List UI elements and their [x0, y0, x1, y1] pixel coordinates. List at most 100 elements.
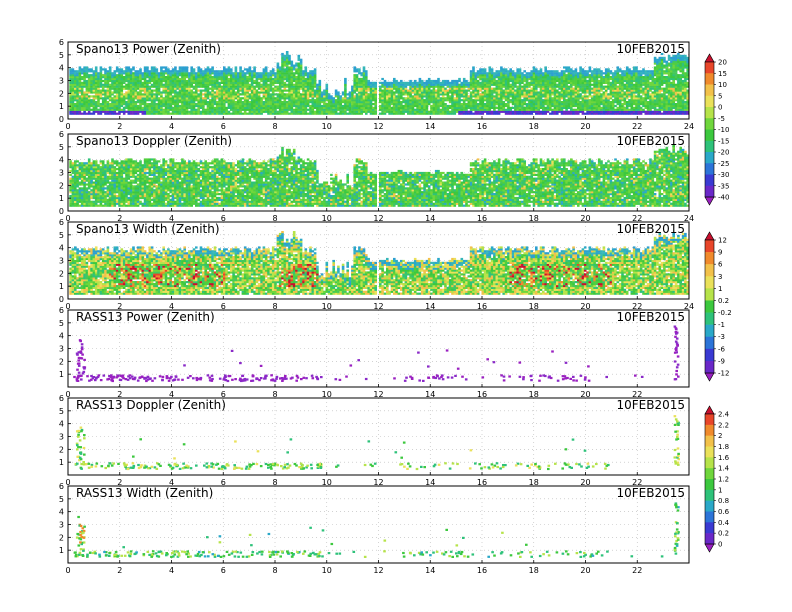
- heatmap-cell: [423, 95, 426, 98]
- heatmap-cell: [164, 97, 168, 100]
- heatmap-cell: [115, 79, 119, 83]
- heatmap-cell: [577, 77, 580, 81]
- heatmap-cell: [472, 89, 475, 92]
- heatmap-cell: [230, 103, 233, 106]
- heatmap-cell: [439, 99, 443, 102]
- heatmap-cell: [444, 106, 447, 109]
- heatmap-cell: [176, 106, 179, 109]
- heatmap-cell: [616, 72, 620, 75]
- heatmap-cell: [299, 62, 303, 65]
- heatmap-cell: [390, 81, 394, 84]
- heatmap-cell: [490, 89, 494, 92]
- heatmap-cell: [104, 89, 107, 92]
- heatmap-cell: [129, 110, 133, 113]
- heatmap-cell: [234, 95, 238, 98]
- heatmap-cell: [495, 85, 499, 88]
- heatmap-cell: [441, 97, 445, 100]
- heatmap-cell: [397, 108, 401, 111]
- heatmap-cell: [444, 103, 447, 106]
- heatmap-cell: [239, 85, 242, 88]
- heatmap-cell: [146, 110, 149, 113]
- heatmap-cell: [411, 108, 415, 111]
- heatmap-cell: [90, 104, 93, 108]
- heatmap-cell: [146, 104, 149, 108]
- heatmap-cell: [502, 70, 505, 73]
- heatmap-cell: [243, 97, 247, 100]
- heatmap-cell: [276, 66, 280, 69]
- heatmap-cell: [521, 101, 524, 104]
- heatmap-cell: [150, 97, 154, 100]
- heatmap-cell: [388, 93, 391, 96]
- heatmap-cell: [360, 91, 363, 94]
- heatmap-cell: [143, 66, 147, 69]
- heatmap-cell: [220, 89, 224, 92]
- heatmap-cell: [267, 106, 270, 109]
- heatmap-cell: [593, 106, 596, 109]
- heatmap-cell: [409, 104, 412, 108]
- heatmap-cell: [535, 104, 538, 108]
- heatmap-cell: [316, 104, 319, 108]
- heatmap-cell: [469, 95, 473, 98]
- heatmap-cell: [143, 101, 147, 104]
- heatmap-cell: [311, 87, 315, 90]
- heatmap-cell: [253, 110, 256, 113]
- heatmap-cell: [297, 76, 301, 79]
- heatmap-cell: [353, 112, 356, 115]
- heatmap-cell: [618, 77, 622, 81]
- heatmap-cell: [225, 108, 228, 111]
- heatmap-cell: [497, 83, 501, 86]
- heatmap-cell: [537, 72, 540, 75]
- heatmap-cell: [614, 104, 617, 108]
- heatmap-cell: [583, 77, 587, 81]
- heatmap-cell: [199, 83, 203, 86]
- heatmap-cell: [169, 72, 172, 75]
- heatmap-cell: [127, 93, 131, 96]
- heatmap-cell: [248, 106, 252, 109]
- heatmap-cell: [504, 85, 508, 88]
- heatmap-cell: [369, 112, 373, 115]
- heatmap-cell: [583, 85, 587, 88]
- heatmap-cell: [604, 95, 608, 98]
- heatmap-cell: [458, 110, 461, 113]
- heatmap-cell: [379, 81, 382, 84]
- heatmap-cell: [595, 68, 599, 71]
- heatmap-cell: [611, 89, 615, 92]
- heatmap-cell: [602, 91, 606, 94]
- heatmap-cell: [250, 101, 254, 104]
- heatmap-cell: [516, 99, 519, 102]
- heatmap-cell: [581, 97, 585, 100]
- heatmap-cell: [125, 87, 128, 90]
- heatmap-cell: [570, 77, 573, 81]
- heatmap-cell: [69, 85, 72, 88]
- heatmap-cell: [507, 83, 510, 86]
- heatmap-cell: [257, 104, 261, 108]
- heatmap-cell: [148, 99, 152, 102]
- heatmap-cell: [169, 97, 172, 100]
- heatmap-cell: [87, 99, 91, 102]
- heatmap-cell: [614, 95, 617, 98]
- heatmap-cell: [551, 104, 554, 108]
- heatmap-cell: [220, 76, 224, 79]
- heatmap-cell: [223, 91, 226, 94]
- heatmap-cell: [628, 70, 631, 73]
- heatmap-cell: [106, 104, 110, 108]
- heatmap-cell: [546, 79, 550, 83]
- heatmap-cell: [313, 85, 317, 88]
- heatmap-cell: [577, 104, 580, 108]
- heatmap-cell: [97, 74, 100, 77]
- heatmap-cell: [572, 108, 575, 111]
- heatmap-cell: [344, 95, 347, 98]
- heatmap-cell: [104, 72, 107, 75]
- heatmap-cell: [618, 97, 622, 100]
- heatmap-cell: [230, 74, 233, 77]
- heatmap-cell: [118, 72, 121, 75]
- heatmap-cell: [108, 74, 112, 77]
- heatmap-cell: [190, 81, 193, 84]
- heatmap-cell: [437, 104, 440, 108]
- heatmap-cell: [388, 83, 391, 86]
- heatmap-cell: [290, 91, 294, 94]
- heatmap-cell: [618, 106, 622, 109]
- heatmap-cell: [237, 81, 240, 84]
- heatmap-cell: [351, 97, 354, 100]
- heatmap-cell: [253, 99, 256, 102]
